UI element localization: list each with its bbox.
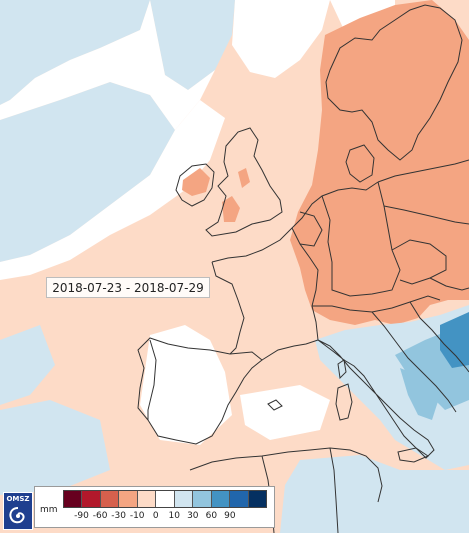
- legend-tick-labels: -90 -60 -30 -10 0 10 30 60 90: [63, 511, 267, 523]
- legend-swatch: [211, 491, 231, 507]
- dry-region-uk-east: [238, 168, 250, 188]
- coastline-balearics: [267, 399, 283, 411]
- neutral-region: [232, 0, 330, 78]
- coastline-iberia: [137, 337, 263, 445]
- legend-swatch: [230, 491, 249, 507]
- coastline-france-south: [261, 339, 319, 361]
- coastline-sardinia: [335, 383, 353, 421]
- coastline-baltic: [377, 159, 469, 183]
- legend-swatch: [119, 491, 138, 507]
- atlantic-blue-region: [0, 0, 150, 105]
- wet-region-italy: [400, 368, 440, 420]
- wet-region-balkans: [440, 312, 469, 368]
- coastline-denmark: [345, 144, 375, 183]
- border-spain-portugal: [147, 339, 157, 420]
- border-germany: [321, 181, 401, 297]
- legend-swatch: [156, 491, 175, 507]
- legend-swatch: [248, 491, 266, 507]
- logo-text: OMSZ: [6, 495, 30, 503]
- legend-tick: -10: [129, 511, 145, 521]
- coastline-north-africa: [189, 447, 383, 503]
- legend-color-scale: [63, 490, 267, 508]
- dry-region-wales: [222, 196, 240, 222]
- neutral-region: [0, 0, 215, 130]
- legend-tick: 60: [205, 511, 218, 521]
- neutral-region: [140, 325, 232, 445]
- legend-tick: 10: [168, 511, 180, 521]
- legend-tick: 30: [187, 511, 199, 521]
- legend-swatch: [82, 491, 101, 507]
- atlantic-blue-region: [150, 0, 235, 90]
- border-czechia: [391, 239, 447, 285]
- borders-coastlines: [137, 4, 469, 533]
- date-range-label: 2018-07-23 - 2018-07-29: [46, 277, 210, 298]
- coastline-ireland: [175, 163, 215, 207]
- coastline-great-britain: [205, 127, 283, 237]
- atlantic-blue-region: [0, 400, 110, 495]
- legend-tick: 0: [152, 511, 159, 521]
- wet-region-sea: [280, 455, 469, 533]
- border-poland: [383, 205, 469, 225]
- legend-tick: -30: [111, 511, 126, 521]
- legend-swatch: [193, 491, 212, 507]
- border-benelux: [299, 211, 323, 247]
- coastline-sicily: [397, 447, 430, 463]
- dry-region-central-europe: [290, 0, 469, 325]
- coastline-france-west: [211, 261, 245, 355]
- legend-swatch: [100, 491, 120, 507]
- coastline-balkans: [409, 301, 469, 373]
- border-north-africa: [329, 447, 339, 533]
- omsz-logo: OMSZ: [3, 492, 33, 530]
- atlantic-blue-region: [0, 325, 55, 405]
- legend-unit: mm: [40, 505, 58, 515]
- coastline-italy-adriatic: [371, 311, 457, 413]
- precipitation-legend: mm -90 -60 -30 -10 0 10 30 60 90: [34, 486, 275, 528]
- coastline-scandinavia: [325, 4, 463, 161]
- coastline-italy: [317, 339, 435, 459]
- neutral-region: [0, 100, 225, 280]
- legend-tick: 90: [224, 511, 236, 521]
- legend-swatch: [174, 491, 194, 507]
- logo-swirl-icon: [9, 507, 25, 524]
- legend-tick: -60: [92, 511, 108, 521]
- legend-swatch: [64, 491, 83, 507]
- atlantic-blue-region: [0, 82, 175, 262]
- coastline-continent-north: [211, 181, 379, 263]
- legend-tick: -90: [74, 511, 89, 521]
- border-france-east: [291, 227, 319, 341]
- neutral-region: [240, 385, 330, 440]
- legend-swatch: [137, 491, 157, 507]
- border-alps: [312, 295, 441, 313]
- dry-region-ireland: [182, 168, 210, 196]
- coastline-corsica: [337, 359, 347, 380]
- border-hungary: [429, 277, 469, 291]
